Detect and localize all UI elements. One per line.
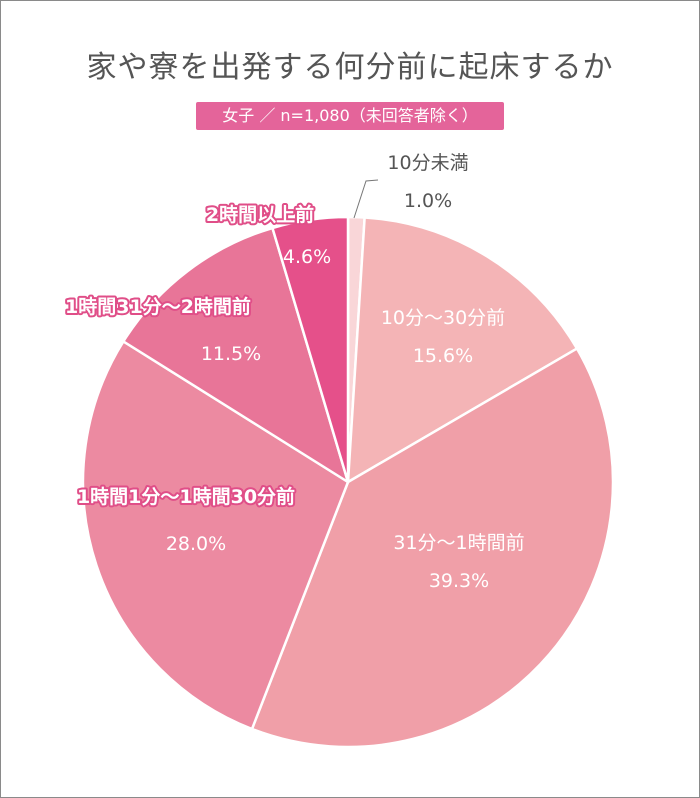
slice-label: 10分未満 [387, 152, 468, 174]
slice-value-label: 1.0% [404, 190, 452, 212]
slice-label: 2時間以上前 [206, 203, 314, 226]
slice-value-label: 11.5% [201, 343, 261, 365]
slice-value-label: 28.0% [166, 533, 226, 555]
slice-label: 10分〜30分前 [381, 307, 505, 329]
slice-value-label: 39.3% [429, 570, 489, 592]
slice-value-label: 4.6% [283, 246, 331, 268]
slice-label: 1時間1分〜1時間30分前 [77, 485, 295, 508]
pie-slice [81, 340, 350, 731]
pie-slice [122, 226, 350, 484]
chart-subtitle: 女子 ／ n=1,080（未回答者除く） [196, 102, 504, 130]
pie-slice [271, 215, 350, 484]
pie-labels: 10分未満 1.0% 10分〜30分前 15.6% 31分〜1時間前 39.3% 1時間1分… [63, 152, 525, 592]
chart-title: 家や寮を出発する何分前に起床するか [86, 50, 614, 85]
slice-label: 1時間31分〜2時間前 [65, 295, 251, 318]
leader-line [353, 179, 379, 219]
slice-label: 31分〜1時間前 [393, 532, 524, 554]
pie-slice [346, 216, 579, 484]
slice-value-label: 15.6% [413, 345, 473, 367]
pie-slice [250, 347, 615, 749]
pie-slices [81, 215, 615, 749]
